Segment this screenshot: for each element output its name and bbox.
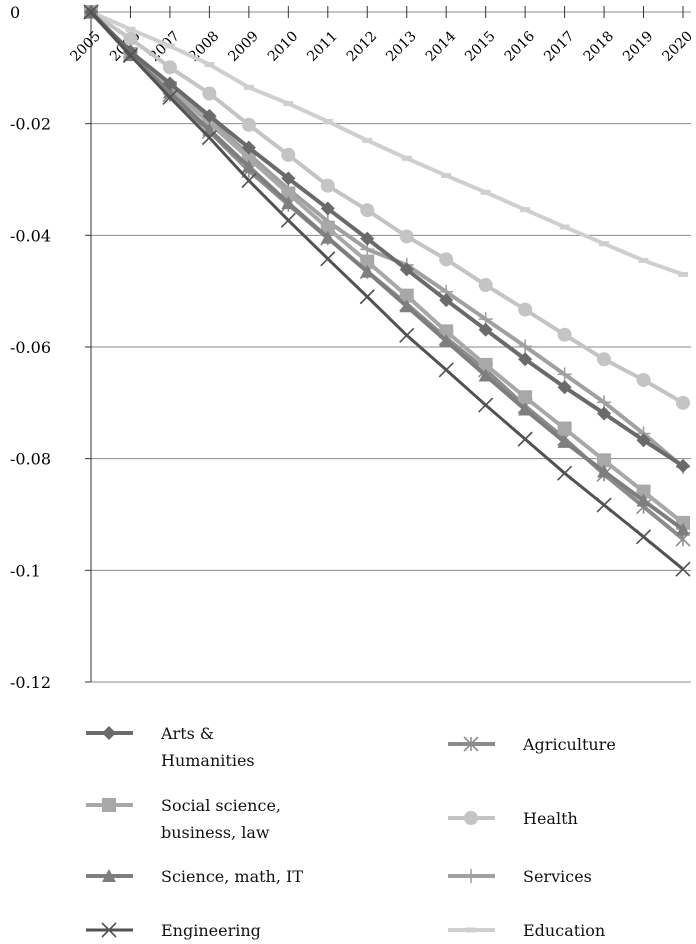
legend-item: Education xyxy=(448,921,605,940)
gridlines xyxy=(91,12,691,682)
legend-item: Science, math, IT xyxy=(86,867,303,886)
x-tick-label: 2017 xyxy=(541,28,578,65)
circle-marker xyxy=(637,373,651,387)
diamond-marker xyxy=(102,726,116,740)
dash-marker xyxy=(599,241,609,246)
circle-marker xyxy=(242,118,256,132)
circle-marker xyxy=(464,811,478,825)
y-tick-label: -0.08 xyxy=(10,450,51,469)
x-axis: 2005 2006 2007 2008 2009 2010 2011 2012 2013 2014… xyxy=(68,6,696,65)
x-marker xyxy=(281,213,295,227)
x-tick-label: 2019 xyxy=(620,28,657,65)
legend-item: Services xyxy=(448,867,592,886)
legend-label: Science, math, IT xyxy=(161,867,303,886)
circle-marker xyxy=(400,229,414,243)
x-marker xyxy=(400,328,414,342)
square-marker xyxy=(558,422,572,436)
y-tick-label: -0.02 xyxy=(10,115,51,134)
legend-label: Education xyxy=(523,921,605,940)
legend-item: Arts & Humanities xyxy=(86,724,255,770)
legend-label: Engineering xyxy=(161,921,261,940)
circle-marker xyxy=(439,252,453,266)
x-tick-label: 2016 xyxy=(502,28,539,65)
circle-marker xyxy=(518,303,532,317)
x-tick-label: 2005 xyxy=(68,28,105,65)
dash-marker xyxy=(362,138,372,143)
x-tick-label: 2020 xyxy=(660,28,696,65)
x-tick-label: 2007 xyxy=(146,28,183,65)
dash-marker xyxy=(560,224,570,229)
circle-marker xyxy=(321,179,335,193)
circle-marker xyxy=(281,148,295,162)
dash-marker xyxy=(466,928,476,933)
legend-label: Arts & xyxy=(160,724,214,743)
x-tick-label: 2008 xyxy=(186,28,223,65)
x-marker xyxy=(439,363,453,377)
x-tick-label: 2010 xyxy=(265,28,302,65)
series-line xyxy=(91,12,683,523)
y-axis: 0 -0.02 -0.04 -0.06 -0.08 -0.1 -0.12 xyxy=(10,3,91,692)
x-marker xyxy=(321,252,335,266)
dash-marker xyxy=(678,272,688,277)
x-tick-label: 2018 xyxy=(581,28,618,65)
legend-item: Health xyxy=(448,809,578,828)
circle-marker xyxy=(163,60,177,74)
x-marker xyxy=(518,432,532,446)
dash-marker xyxy=(244,85,254,90)
x-tick-label: 2013 xyxy=(383,28,420,65)
y-tick-label: -0.12 xyxy=(10,673,51,692)
dash-marker xyxy=(165,44,175,49)
y-tick-label: -0.04 xyxy=(10,226,51,245)
x-marker xyxy=(479,398,493,412)
circle-marker xyxy=(597,352,611,366)
circle-marker xyxy=(479,278,493,292)
x-marker xyxy=(597,498,611,512)
dash-marker xyxy=(204,62,214,67)
series-health xyxy=(84,5,690,410)
circle-marker xyxy=(123,32,137,46)
dash-marker xyxy=(441,173,451,178)
legend-item: Engineering xyxy=(86,921,261,940)
legend-label: business, law xyxy=(161,823,270,842)
x-tick-label: 2011 xyxy=(304,28,341,65)
dash-marker xyxy=(402,156,412,161)
plot-area xyxy=(84,5,690,576)
dash-marker xyxy=(520,207,530,212)
legend-label: Agriculture xyxy=(522,735,616,754)
x-marker xyxy=(558,466,572,480)
y-tick-label: 0 xyxy=(10,3,20,22)
series-line xyxy=(91,12,683,403)
circle-marker xyxy=(202,87,216,101)
y-tick-label: -0.06 xyxy=(10,338,51,357)
circle-marker xyxy=(360,203,374,217)
dash-marker xyxy=(283,101,293,106)
y-tick-label: -0.1 xyxy=(10,561,41,580)
x-tick-label: 2014 xyxy=(423,28,460,65)
dash-marker xyxy=(125,27,135,32)
dash-marker xyxy=(639,258,649,263)
x-tick-label: 2012 xyxy=(344,28,381,65)
square-marker xyxy=(102,798,116,812)
x-marker xyxy=(637,530,651,544)
plus-marker xyxy=(464,869,478,883)
legend-item: Social science, business, law xyxy=(86,796,281,842)
legend-item: Agriculture xyxy=(448,735,616,754)
legend-label: Humanities xyxy=(161,751,255,770)
x-marker xyxy=(360,290,374,304)
legend-label: Health xyxy=(523,809,578,828)
legend: Arts & Humanities Social science, business,… xyxy=(86,724,616,940)
circle-marker xyxy=(558,328,572,342)
circle-marker xyxy=(676,396,690,410)
x-marker xyxy=(676,562,690,576)
dash-marker xyxy=(481,190,491,195)
square-marker xyxy=(518,390,532,404)
legend-label: Services xyxy=(523,867,592,886)
x-tick-label: 2015 xyxy=(462,28,499,65)
dash-marker xyxy=(323,119,333,124)
legend-label: Social science, xyxy=(161,796,281,815)
x-tick-label: 2009 xyxy=(225,28,262,65)
